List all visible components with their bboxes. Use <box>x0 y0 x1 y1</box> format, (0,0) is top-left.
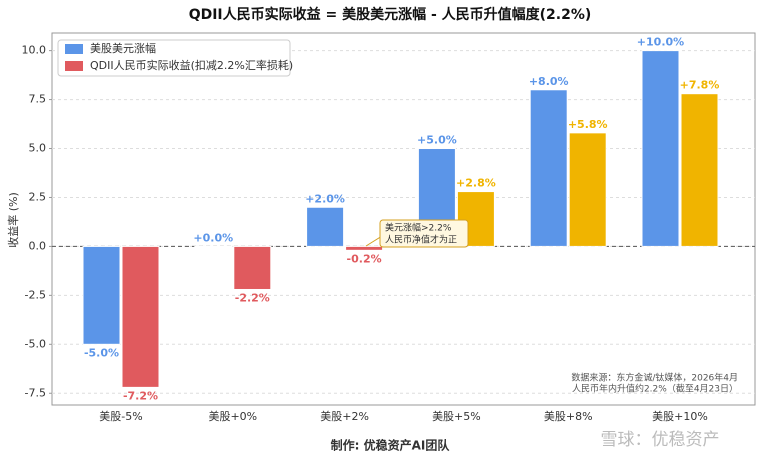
x-tick-label: 美股-5% <box>99 410 142 423</box>
plot-frame <box>51 32 756 406</box>
legend-swatch <box>65 61 83 71</box>
y-tick-label: 10.0 <box>22 44 47 57</box>
bar <box>529 89 568 247</box>
value-label: +10.0% <box>637 36 684 49</box>
x-tick-label: 美股+10% <box>652 410 708 423</box>
x-axis-label: 制作: 优稳资产AI团队 <box>331 438 451 453</box>
y-tick-label: 2.5 <box>29 190 47 203</box>
x-tick-label: 美股+0% <box>208 410 257 423</box>
annotation: 人民币净值才为正 <box>385 234 457 246</box>
value-label: -7.2% <box>123 389 158 402</box>
value-label: +5.8% <box>568 118 608 131</box>
source-note: 人民币年内升值约2.2%（截至4月23日） <box>572 383 738 395</box>
y-tick-label: 0.0 <box>29 239 47 252</box>
y-tick-label: -5.0 <box>25 337 46 350</box>
legend-swatch <box>65 44 83 54</box>
bar <box>680 93 719 247</box>
bar <box>306 206 345 247</box>
value-label: -2.2% <box>235 291 270 304</box>
value-label: +8.0% <box>529 75 569 88</box>
bar <box>233 245 272 290</box>
annotation-arrow <box>365 235 383 247</box>
legend-label: 美股美元涨幅 <box>90 42 156 55</box>
annotation: 美元涨幅>2.2% <box>385 222 452 234</box>
y-tick-label: 5.0 <box>29 142 47 155</box>
legend-box <box>57 39 291 77</box>
y-tick-label: -7.5 <box>25 386 46 399</box>
bar <box>641 50 680 247</box>
chart-title: QDII人民币实际收益 = 美股美元涨幅 - 人民币升值幅度(2.2%) <box>189 6 592 23</box>
value-label: +5.0% <box>417 134 457 147</box>
value-label: -5.0% <box>84 346 119 359</box>
bar <box>194 245 233 248</box>
value-label: -0.2% <box>347 252 382 265</box>
y-tick-label: -2.5 <box>25 288 46 301</box>
watermark: 雪球：优稳资产 <box>601 430 720 450</box>
value-label: +0.0% <box>193 231 233 244</box>
x-tick-label: 美股+5% <box>432 410 481 423</box>
annotation-box <box>379 219 469 248</box>
bar <box>568 132 607 247</box>
legend-label: QDII人民币实际收益(扣减2.2%汇率损耗) <box>90 58 293 72</box>
bar <box>345 245 384 251</box>
source-note: 数据来源：东方金诚/钛媒体，2026年4月 <box>571 372 738 384</box>
x-tick-label: 美股+8% <box>544 410 593 423</box>
x-tick-label: 美股+2% <box>320 410 369 423</box>
value-label: +2.0% <box>305 192 345 205</box>
bar <box>82 245 121 345</box>
bar <box>121 245 160 388</box>
value-label: +2.8% <box>456 177 496 190</box>
y-axis-label: 收益率 (%) <box>6 192 20 248</box>
y-tick-label: 7.5 <box>29 93 47 106</box>
value-label: +7.8% <box>680 79 720 92</box>
